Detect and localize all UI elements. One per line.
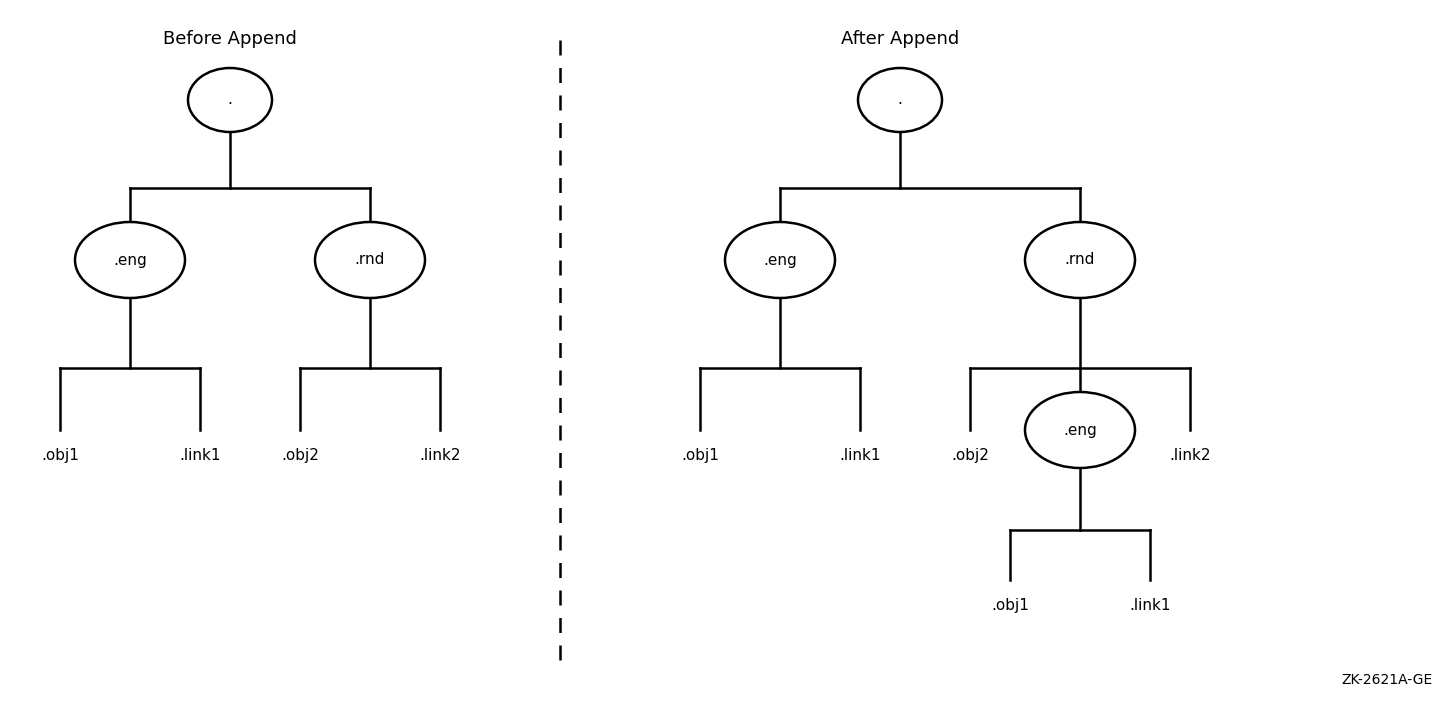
Text: .rnd: .rnd bbox=[1065, 253, 1096, 267]
Text: .link2: .link2 bbox=[420, 448, 461, 463]
Text: ZK-2621A-GE: ZK-2621A-GE bbox=[1341, 673, 1433, 687]
Text: .obj2: .obj2 bbox=[280, 448, 320, 463]
Text: .rnd: .rnd bbox=[355, 253, 385, 267]
Ellipse shape bbox=[725, 222, 835, 298]
Text: Before Append: Before Append bbox=[163, 30, 296, 48]
Ellipse shape bbox=[859, 68, 942, 132]
Text: .obj1: .obj1 bbox=[41, 448, 78, 463]
Text: After Append: After Append bbox=[841, 30, 959, 48]
Text: .: . bbox=[228, 93, 232, 107]
Text: .: . bbox=[898, 93, 902, 107]
Ellipse shape bbox=[315, 222, 424, 298]
Text: .eng: .eng bbox=[763, 253, 796, 267]
Text: .link1: .link1 bbox=[840, 448, 881, 463]
Text: .eng: .eng bbox=[1064, 423, 1097, 437]
Text: .obj2: .obj2 bbox=[952, 448, 989, 463]
Text: .link2: .link2 bbox=[1170, 448, 1210, 463]
Text: .link1: .link1 bbox=[179, 448, 221, 463]
Ellipse shape bbox=[1024, 392, 1135, 468]
Ellipse shape bbox=[1024, 222, 1135, 298]
Text: .link1: .link1 bbox=[1129, 598, 1171, 613]
Text: .eng: .eng bbox=[113, 253, 147, 267]
Ellipse shape bbox=[76, 222, 185, 298]
Ellipse shape bbox=[187, 68, 272, 132]
Text: .obj1: .obj1 bbox=[681, 448, 719, 463]
Text: .obj1: .obj1 bbox=[991, 598, 1029, 613]
